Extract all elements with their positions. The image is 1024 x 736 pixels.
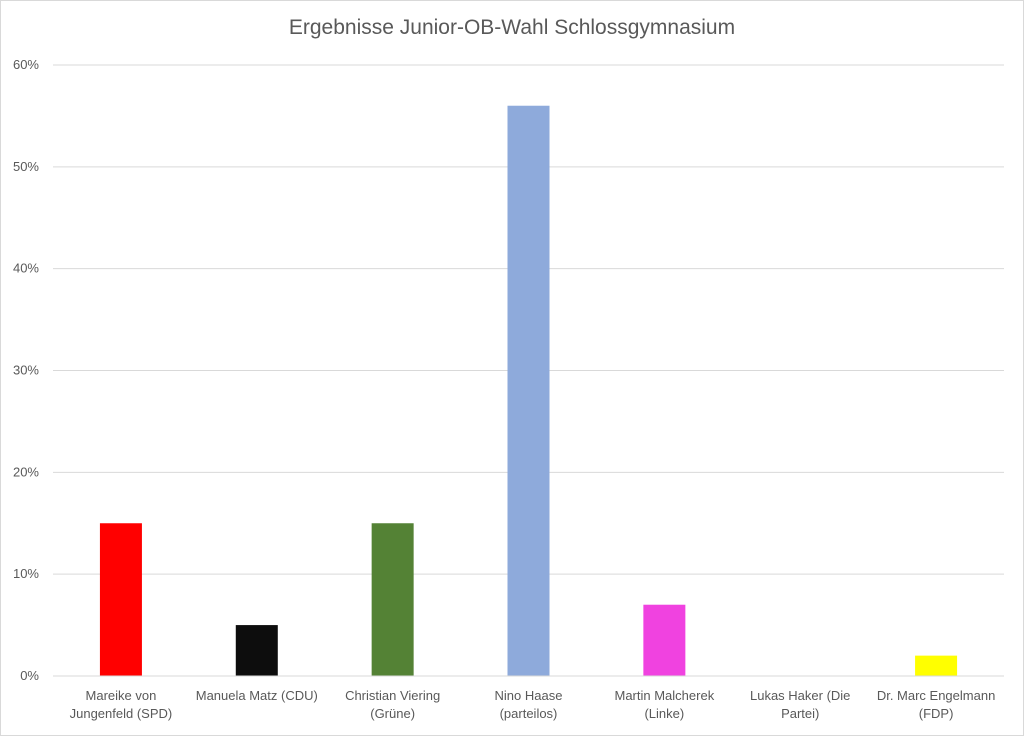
bars [99,105,958,676]
y-tick-label: 40% [13,261,39,276]
bar [507,105,550,676]
category-label: Nino Haase (parteilos) [495,688,563,721]
category-label: Mareike von Jungenfeld (SPD) [70,688,173,721]
category-label: Lukas Haker (Die Partei) [750,688,850,721]
y-axis-tick-labels: 0% 10% 20% 30% 40% 50% 60% [13,57,39,683]
category-label: Martin Malcherek (Linke) [615,688,715,721]
category-label: Manuela Matz (CDU) [196,688,318,703]
y-tick-label: 0% [20,668,39,683]
bar [99,523,142,676]
y-tick-label: 30% [13,363,39,378]
category-label: Christian Viering (Grüne) [345,688,440,721]
y-tick-label: 20% [13,464,39,479]
bar [915,655,958,676]
bar [235,625,278,676]
bar [371,523,414,676]
x-axis-category-labels: Mareike von Jungenfeld (SPD) Manuela Matz … [70,688,996,721]
category-label: Dr. Marc Engelmann (FDP) [877,688,996,721]
chart-title: Ergebnisse Junior-OB-Wahl Schlossgymnasi… [288,16,736,39]
y-tick-label: 50% [13,159,39,174]
y-tick-label: 10% [13,566,39,581]
bar [643,604,686,676]
y-tick-label: 60% [13,57,39,72]
